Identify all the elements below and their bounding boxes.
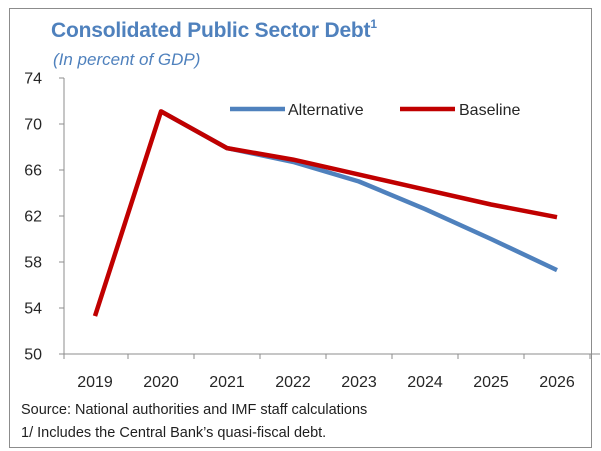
legend-label-alternative: Alternative [288,102,364,119]
x-tick-label-2019: 2019 [77,374,113,391]
x-tick-label-2023: 2023 [341,374,377,391]
chart-subtitle: (In percent of GDP) [53,50,201,69]
x-tick-label-2022: 2022 [275,374,311,391]
x-tick-label-2024: 2024 [407,374,443,391]
source-note: Source: National authorities and IMF sta… [21,402,368,418]
chart-title-text: Consolidated Public Sector Debt [51,19,371,42]
title-footnote-marker: 1 [370,17,377,31]
y-tick-label-66: 66 [24,163,42,180]
x-tick-label-2020: 2020 [143,374,179,391]
x-tick-label-2026: 2026 [539,374,575,391]
series-line-baseline [92,109,558,317]
y-tick-label-58: 58 [24,255,42,272]
y-tick-label-70: 70 [24,117,42,134]
y-tick-label-74: 74 [24,71,42,88]
footnote: 1/ Includes the Central Bank’s quasi-fis… [21,425,327,441]
legend-label-baseline: Baseline [459,102,520,119]
y-tick-label-62: 62 [24,209,42,226]
chart-frame [9,8,592,448]
y-tick-label-50: 50 [24,347,42,364]
series-line-alternative [159,109,558,273]
x-tick-label-2021: 2021 [209,374,245,391]
y-tick-label-54: 54 [24,301,42,318]
x-tick-label-2025: 2025 [473,374,509,391]
chart-title: Consolidated Public Sector Debt1 [51,17,377,43]
